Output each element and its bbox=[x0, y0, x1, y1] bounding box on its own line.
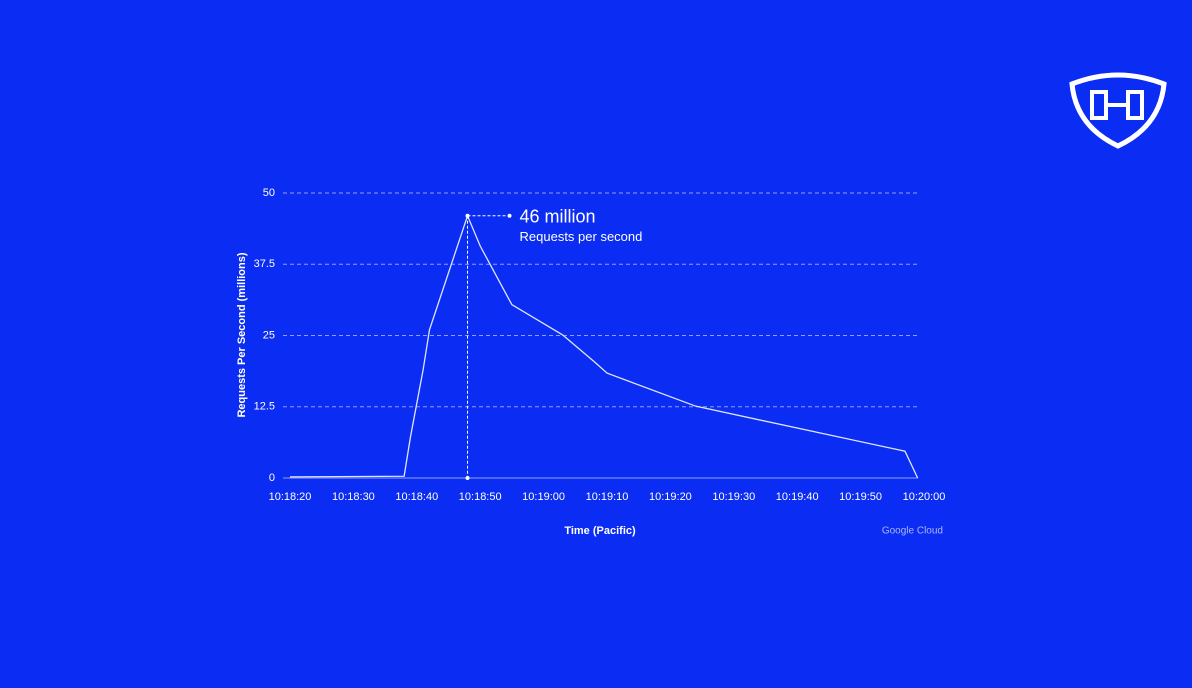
annotation-title: 46 million bbox=[520, 207, 596, 227]
logo-shield bbox=[1069, 72, 1167, 149]
peak-point bbox=[465, 213, 470, 218]
x-tick-label: 10:19:10 bbox=[586, 491, 629, 503]
y-tick-label: 25 bbox=[263, 329, 275, 341]
x-tick-label: 10:18:30 bbox=[332, 491, 375, 503]
logo-mark bbox=[1090, 90, 1108, 120]
annotation-dot bbox=[465, 476, 470, 480]
source: Google Cloud bbox=[882, 526, 943, 537]
x-tick-label: 10:19:00 bbox=[522, 491, 565, 503]
y-tick-label: 0 bbox=[269, 472, 275, 484]
x-tick-label: 10:19:30 bbox=[712, 491, 755, 503]
x-tick-label: 10:18:50 bbox=[459, 491, 502, 503]
annotation-subtitle: Requests per second bbox=[520, 229, 643, 244]
x-tick-label: 10:18:40 bbox=[395, 491, 438, 503]
annotation-dot bbox=[507, 213, 512, 218]
x-tick-label: 10:19:50 bbox=[839, 491, 882, 503]
y-tick-label: 37.5 bbox=[254, 258, 275, 270]
y-tick-label: 50 bbox=[263, 187, 275, 199]
x-tick-label: 10:19:40 bbox=[776, 491, 819, 503]
logo bbox=[1069, 72, 1167, 149]
x-tick-label: 10:19:20 bbox=[649, 491, 692, 503]
logo-mark bbox=[1126, 90, 1144, 120]
data-line bbox=[289, 213, 919, 479]
x-tick-label: 10:18:20 bbox=[269, 491, 312, 503]
y-axis-title: Requests Per Second (millions) bbox=[236, 252, 248, 417]
x-tick-label: 10:20:00 bbox=[903, 491, 946, 503]
y-tick-label: 12.5 bbox=[254, 401, 275, 413]
x-axis-title: Time (Pacific) bbox=[564, 525, 636, 537]
